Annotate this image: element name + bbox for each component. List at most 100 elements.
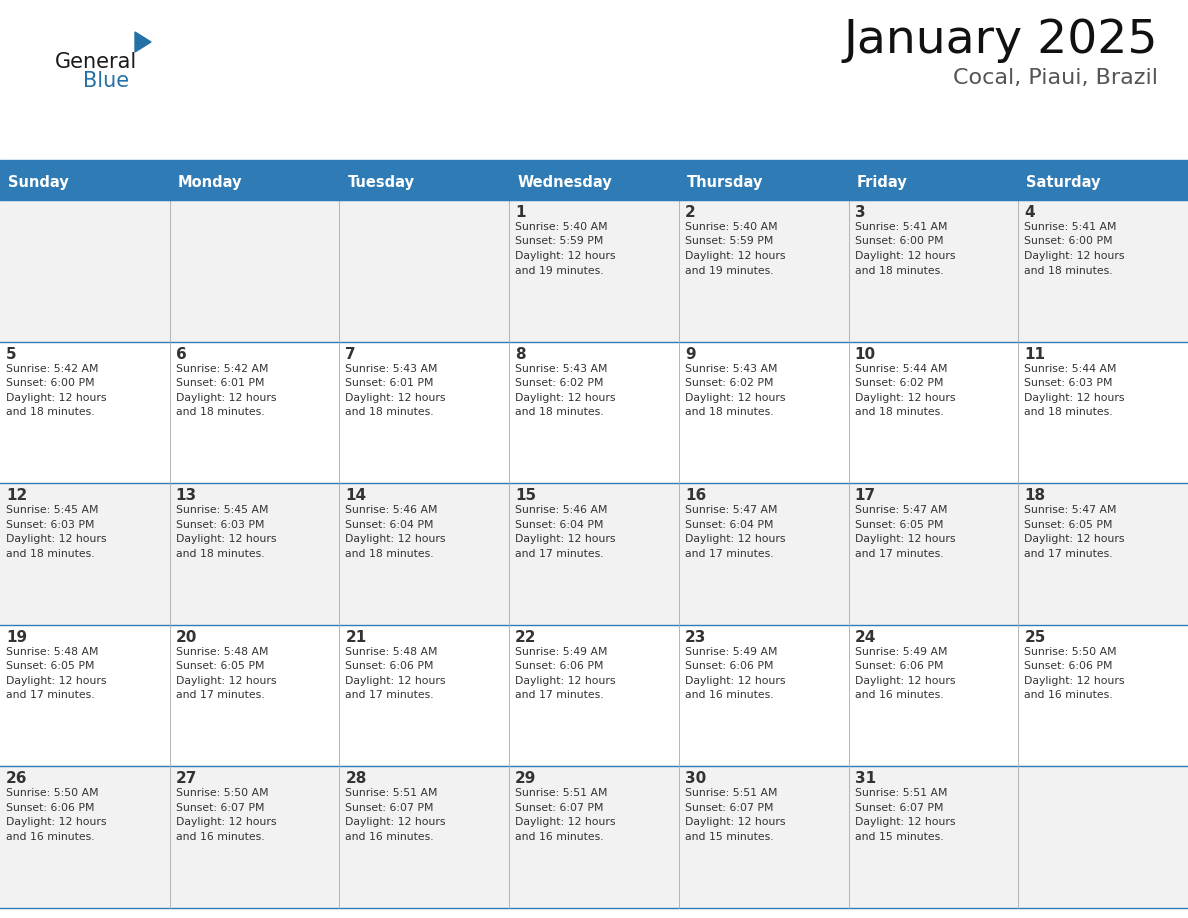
- Text: 14: 14: [346, 488, 367, 503]
- Text: Daylight: 12 hours: Daylight: 12 hours: [176, 393, 277, 403]
- Text: Sunset: 6:07 PM: Sunset: 6:07 PM: [346, 803, 434, 813]
- Text: Sunrise: 5:48 AM: Sunrise: 5:48 AM: [176, 647, 268, 656]
- Text: Sunset: 6:02 PM: Sunset: 6:02 PM: [516, 378, 604, 388]
- Text: Sunset: 6:06 PM: Sunset: 6:06 PM: [684, 661, 773, 671]
- Text: and 17 minutes.: and 17 minutes.: [346, 690, 434, 700]
- Text: Sunset: 6:05 PM: Sunset: 6:05 PM: [1024, 520, 1113, 530]
- Text: and 18 minutes.: and 18 minutes.: [684, 407, 773, 417]
- Text: Blue: Blue: [83, 71, 129, 91]
- Text: Saturday: Saturday: [1026, 174, 1101, 189]
- Bar: [0, 483, 1188, 625]
- Text: 31: 31: [854, 771, 876, 787]
- Text: Sunset: 6:02 PM: Sunset: 6:02 PM: [684, 378, 773, 388]
- Bar: [510, 164, 678, 200]
- Text: Daylight: 12 hours: Daylight: 12 hours: [346, 676, 446, 686]
- Text: 11: 11: [1024, 347, 1045, 362]
- Text: Sunrise: 5:50 AM: Sunrise: 5:50 AM: [1024, 647, 1117, 656]
- Text: 12: 12: [6, 488, 27, 503]
- Text: Monday: Monday: [178, 174, 242, 189]
- Text: Daylight: 12 hours: Daylight: 12 hours: [6, 817, 107, 827]
- Polygon shape: [135, 32, 151, 52]
- Text: Sunrise: 5:43 AM: Sunrise: 5:43 AM: [346, 364, 438, 374]
- Text: Sunset: 5:59 PM: Sunset: 5:59 PM: [516, 237, 604, 247]
- Text: 27: 27: [176, 771, 197, 787]
- Text: Sunrise: 5:49 AM: Sunrise: 5:49 AM: [516, 647, 607, 656]
- Text: Daylight: 12 hours: Daylight: 12 hours: [854, 676, 955, 686]
- Text: Sunrise: 5:49 AM: Sunrise: 5:49 AM: [684, 647, 777, 656]
- Text: Friday: Friday: [857, 174, 908, 189]
- Text: Sunrise: 5:47 AM: Sunrise: 5:47 AM: [684, 505, 777, 515]
- Text: Daylight: 12 hours: Daylight: 12 hours: [176, 676, 277, 686]
- Text: Sunset: 6:03 PM: Sunset: 6:03 PM: [1024, 378, 1113, 388]
- Text: Sunset: 6:04 PM: Sunset: 6:04 PM: [684, 520, 773, 530]
- Text: and 17 minutes.: and 17 minutes.: [6, 690, 95, 700]
- Text: Sunrise: 5:44 AM: Sunrise: 5:44 AM: [854, 364, 947, 374]
- Text: 18: 18: [1024, 488, 1045, 503]
- Bar: [0, 767, 1188, 908]
- Text: and 17 minutes.: and 17 minutes.: [176, 690, 265, 700]
- Text: Daylight: 12 hours: Daylight: 12 hours: [854, 251, 955, 261]
- Text: 28: 28: [346, 771, 367, 787]
- Text: and 16 minutes.: and 16 minutes.: [1024, 690, 1113, 700]
- Text: Sunset: 6:06 PM: Sunset: 6:06 PM: [346, 661, 434, 671]
- Text: 5: 5: [6, 347, 17, 362]
- Text: and 19 minutes.: and 19 minutes.: [684, 265, 773, 275]
- Text: Sunrise: 5:51 AM: Sunrise: 5:51 AM: [516, 789, 607, 799]
- Text: Sunrise: 5:50 AM: Sunrise: 5:50 AM: [176, 789, 268, 799]
- Text: Sunrise: 5:42 AM: Sunrise: 5:42 AM: [6, 364, 99, 374]
- Text: Sunrise: 5:40 AM: Sunrise: 5:40 AM: [684, 222, 777, 232]
- Text: and 18 minutes.: and 18 minutes.: [1024, 265, 1113, 275]
- Text: 13: 13: [176, 488, 197, 503]
- Text: Sunset: 6:07 PM: Sunset: 6:07 PM: [854, 803, 943, 813]
- Text: Sunset: 6:03 PM: Sunset: 6:03 PM: [176, 520, 264, 530]
- Text: Sunset: 6:03 PM: Sunset: 6:03 PM: [6, 520, 95, 530]
- Text: Sunrise: 5:51 AM: Sunrise: 5:51 AM: [684, 789, 777, 799]
- Bar: [0, 160, 1188, 164]
- Bar: [0, 625, 1188, 767]
- Text: Daylight: 12 hours: Daylight: 12 hours: [854, 393, 955, 403]
- Bar: [1018, 164, 1188, 200]
- Bar: [0, 200, 1188, 341]
- Text: Sunrise: 5:43 AM: Sunrise: 5:43 AM: [684, 364, 777, 374]
- Text: and 18 minutes.: and 18 minutes.: [6, 549, 95, 559]
- Text: Daylight: 12 hours: Daylight: 12 hours: [684, 251, 785, 261]
- Text: Daylight: 12 hours: Daylight: 12 hours: [346, 393, 446, 403]
- Text: 22: 22: [516, 630, 537, 644]
- Text: 15: 15: [516, 488, 536, 503]
- Text: Sunrise: 5:42 AM: Sunrise: 5:42 AM: [176, 364, 268, 374]
- Text: and 16 minutes.: and 16 minutes.: [684, 690, 773, 700]
- Text: Daylight: 12 hours: Daylight: 12 hours: [1024, 534, 1125, 544]
- Text: and 17 minutes.: and 17 minutes.: [684, 549, 773, 559]
- Text: 20: 20: [176, 630, 197, 644]
- Text: and 17 minutes.: and 17 minutes.: [854, 549, 943, 559]
- Text: Daylight: 12 hours: Daylight: 12 hours: [684, 817, 785, 827]
- Text: Daylight: 12 hours: Daylight: 12 hours: [6, 393, 107, 403]
- Text: 6: 6: [176, 347, 187, 362]
- Text: 24: 24: [854, 630, 876, 644]
- Text: and 17 minutes.: and 17 minutes.: [516, 690, 604, 700]
- Bar: [848, 164, 1018, 200]
- Text: Daylight: 12 hours: Daylight: 12 hours: [176, 534, 277, 544]
- Text: Sunset: 6:00 PM: Sunset: 6:00 PM: [1024, 237, 1113, 247]
- Text: Daylight: 12 hours: Daylight: 12 hours: [1024, 393, 1125, 403]
- Text: Sunrise: 5:43 AM: Sunrise: 5:43 AM: [516, 364, 607, 374]
- Text: Sunset: 6:07 PM: Sunset: 6:07 PM: [684, 803, 773, 813]
- Text: Sunrise: 5:41 AM: Sunrise: 5:41 AM: [1024, 222, 1117, 232]
- Text: Sunrise: 5:51 AM: Sunrise: 5:51 AM: [854, 789, 947, 799]
- Text: and 17 minutes.: and 17 minutes.: [516, 549, 604, 559]
- Text: Sunset: 6:01 PM: Sunset: 6:01 PM: [346, 378, 434, 388]
- Text: Daylight: 12 hours: Daylight: 12 hours: [516, 251, 615, 261]
- Text: 17: 17: [854, 488, 876, 503]
- Text: and 16 minutes.: and 16 minutes.: [176, 832, 265, 842]
- Text: Daylight: 12 hours: Daylight: 12 hours: [684, 676, 785, 686]
- Text: and 18 minutes.: and 18 minutes.: [6, 407, 95, 417]
- Text: Sunset: 6:05 PM: Sunset: 6:05 PM: [854, 520, 943, 530]
- Text: Sunset: 6:05 PM: Sunset: 6:05 PM: [6, 661, 95, 671]
- Text: and 19 minutes.: and 19 minutes.: [516, 265, 604, 275]
- Text: 26: 26: [6, 771, 27, 787]
- Text: and 17 minutes.: and 17 minutes.: [1024, 549, 1113, 559]
- Text: Sunset: 6:01 PM: Sunset: 6:01 PM: [176, 378, 264, 388]
- Text: 25: 25: [1024, 630, 1045, 644]
- Text: Daylight: 12 hours: Daylight: 12 hours: [684, 393, 785, 403]
- Text: Daylight: 12 hours: Daylight: 12 hours: [516, 676, 615, 686]
